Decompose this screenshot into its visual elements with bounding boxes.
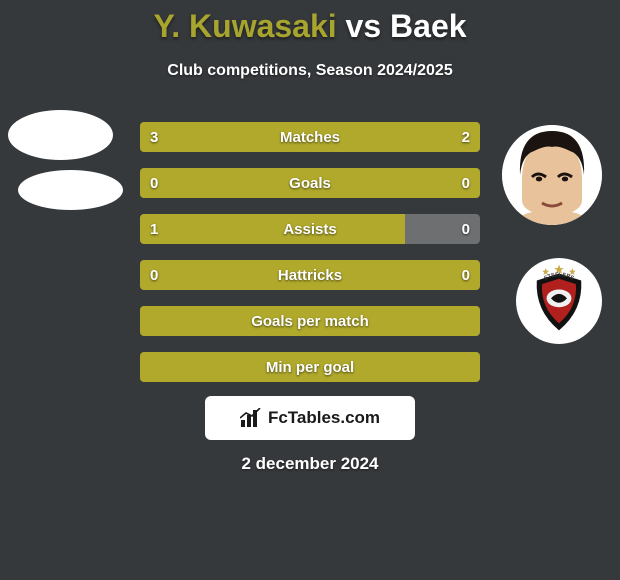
bar-left-fill [140, 168, 480, 198]
bar-left-fill [140, 352, 480, 382]
player2-avatar [502, 125, 602, 225]
comparison-infographic: Y. Kuwasaki vs Baek Club competitions, S… [0, 0, 620, 580]
date-text: 2 december 2024 [0, 454, 620, 474]
comparison-bars: Matches32 Goals00 Assists10 Hattricks00 Goal… [140, 122, 480, 398]
subtitle: Club competitions, Season 2024/2025 [0, 62, 620, 80]
watermark-chart-icon [240, 408, 262, 428]
player2-club-crest: STEELERS [516, 258, 602, 344]
stat-row: Matches32 [140, 122, 480, 152]
stat-row: Min per goal [140, 352, 480, 382]
stat-row: Assists10 [140, 214, 480, 244]
bar-left-fill [140, 214, 405, 244]
bar-left-fill [140, 260, 480, 290]
stat-row: Goals per match [140, 306, 480, 336]
watermark: FcTables.com [205, 396, 415, 440]
stat-row: Goals00 [140, 168, 480, 198]
face-icon [502, 125, 602, 225]
player1-avatar-placeholder [8, 110, 113, 160]
stat-row: Hattricks00 [140, 260, 480, 290]
club-crest-icon: STEELERS [519, 261, 599, 341]
player2-name: Baek [390, 8, 467, 44]
watermark-text: FcTables.com [268, 408, 380, 428]
player1-name: Y. Kuwasaki [153, 8, 336, 44]
bar-left-fill [140, 122, 344, 152]
player1-club-placeholder [18, 170, 123, 210]
bar-left-fill [140, 306, 480, 336]
page-title: Y. Kuwasaki vs Baek [0, 8, 620, 45]
bar-right-fill [344, 122, 480, 152]
title-vs: vs [337, 8, 390, 44]
